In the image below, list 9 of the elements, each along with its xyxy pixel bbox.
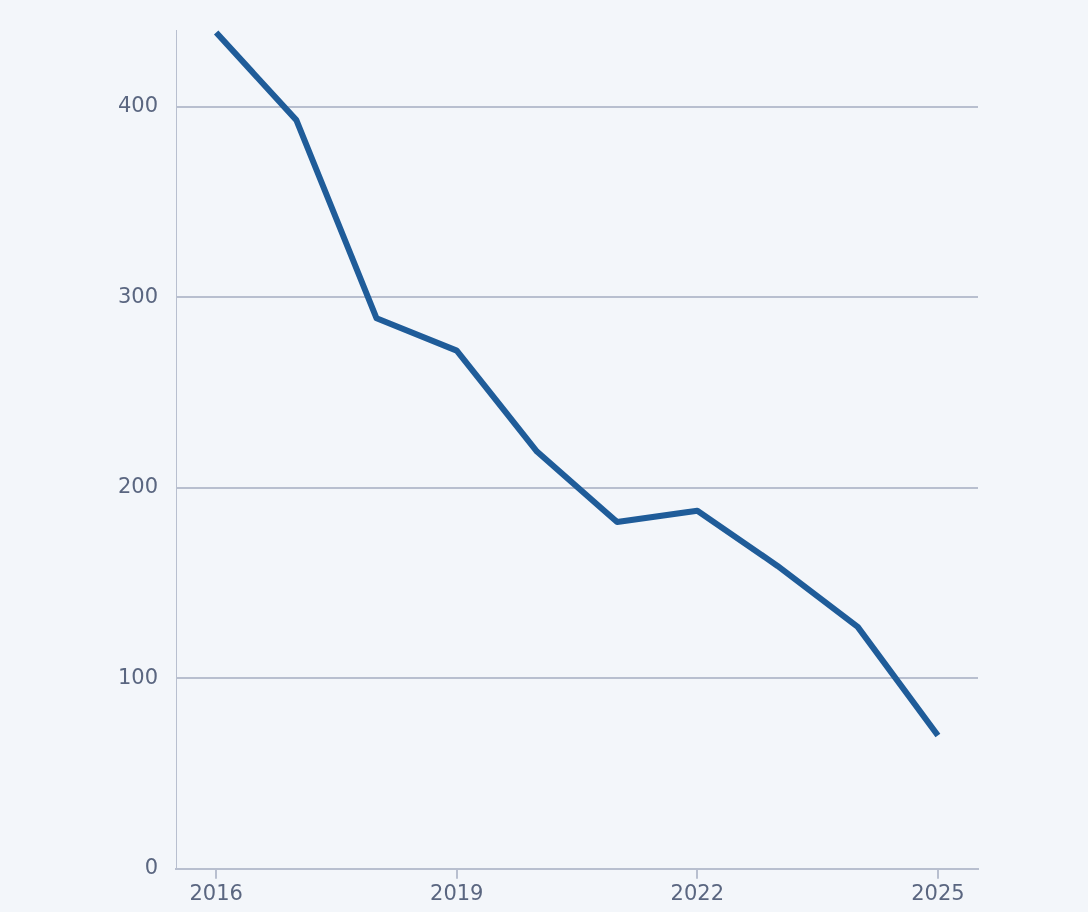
x-tick-label: 2022 bbox=[670, 880, 725, 905]
x-tick-label: 2025 bbox=[911, 880, 965, 905]
y-tick-label: 100 bbox=[117, 664, 159, 689]
y-tick-label: 0 bbox=[144, 855, 159, 880]
x-tick-label: 2019 bbox=[430, 880, 484, 905]
y-tick-label: 200 bbox=[117, 474, 159, 499]
y-tick-label: 400 bbox=[117, 93, 159, 118]
x-tick-label: 2016 bbox=[189, 880, 243, 905]
y-tick-label: 300 bbox=[117, 283, 159, 308]
